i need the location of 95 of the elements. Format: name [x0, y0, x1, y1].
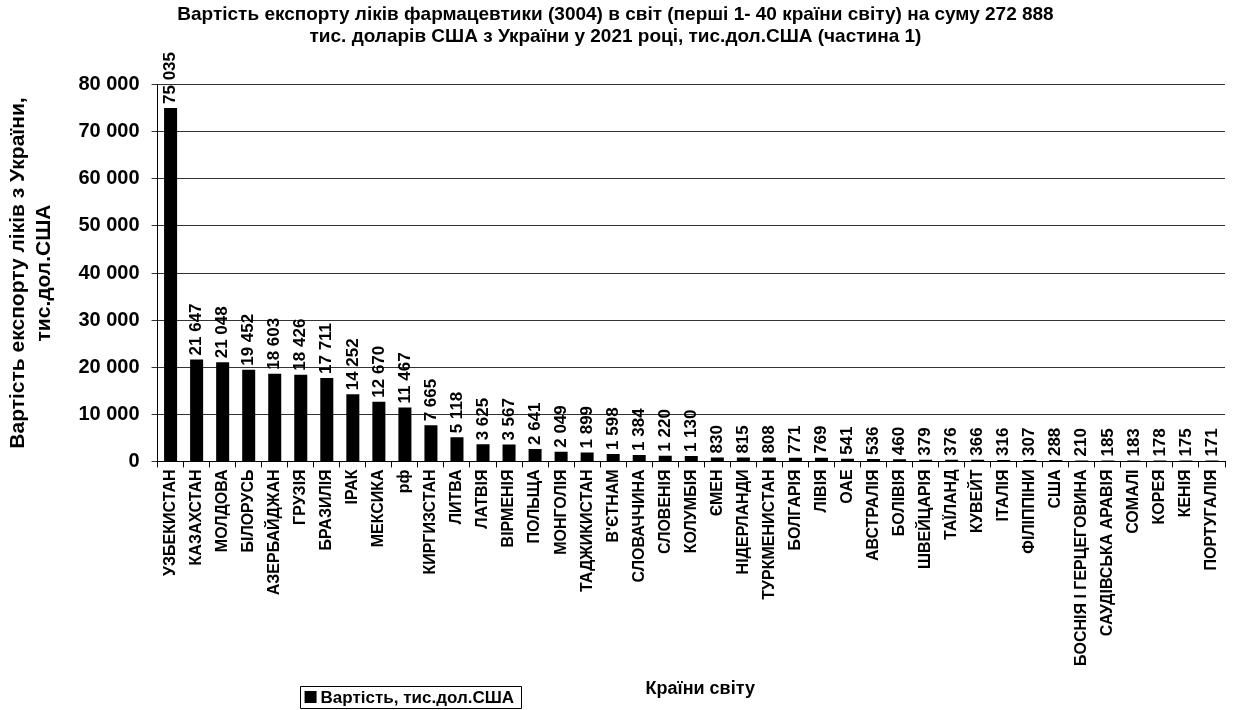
chart-title: Вартість експорту ліків фармацевтики (3004) в світ (перші 1- 40 країни світу) на суму 272 888 тис. доларів США з України у 2021 році, тис.дол.США (частина 1)	[177, 2, 1054, 47]
x-tick-label: ВІРМЕНІЯ	[499, 469, 517, 548]
x-tick-label: ФІЛІППІНИ	[1020, 469, 1038, 554]
x-tick-label: БРАЗИЛІЯ	[317, 469, 335, 551]
x-tick-label: КЕНІЯ	[1176, 469, 1194, 518]
data-label: 3 567	[498, 398, 518, 441]
data-label: 178	[1149, 428, 1169, 457]
data-label: 808	[759, 425, 779, 454]
data-label: 830	[707, 425, 727, 454]
x-tick-label: АВСТРАЛІЯ	[863, 469, 881, 562]
x-tick-label: ЛИТВА	[447, 468, 465, 525]
x-tick-label: КАЗАХСТАН	[187, 469, 205, 566]
data-label: 815	[733, 425, 753, 454]
y-tick-label: 50 000	[78, 213, 140, 236]
y-tick-label: 70 000	[78, 119, 140, 142]
y-tick-label: 40 000	[78, 260, 140, 283]
data-label: 75 035	[160, 51, 180, 104]
y-tick-label: 60 000	[78, 166, 140, 189]
data-label: 379	[915, 427, 935, 456]
x-tick-label: ТАЇЛАНД	[942, 468, 960, 540]
x-tick-label: УЗБЕКИСТАН	[161, 469, 178, 576]
data-label: 1 130	[680, 409, 700, 453]
data-label: 175	[1175, 428, 1195, 457]
x-tick-label: БОСНІЯ І ГЕРЦЕГОВИНА	[1072, 468, 1090, 666]
x-tick-label: ШВЕЙЦАРІЯ	[915, 469, 934, 570]
x-tick-label: ТАДЖИКИСТАН	[577, 469, 595, 592]
data-label: 18 426	[290, 318, 310, 371]
x-tick-label: БОЛІВІЯ	[889, 469, 907, 537]
x-tick-label: ПОРТУГАЛІЯ	[1202, 469, 1220, 571]
x-tick-label: ГРУЗІЯ	[291, 469, 309, 525]
x-tick-label: БІЛОРУСЬ	[239, 469, 257, 553]
data-label: 210	[1071, 428, 1091, 457]
x-tick-label: БОЛГАРІЯ	[785, 469, 803, 551]
data-label: 769	[811, 425, 831, 454]
y-tick-label: 10 000	[78, 401, 140, 424]
data-label: 316	[993, 427, 1013, 456]
x-tick-label: ТУРКМЕНИСТАН	[759, 469, 777, 600]
x-tick-label: ОАЕ	[837, 469, 855, 504]
data-label: 5 118	[446, 391, 466, 434]
data-label: 7 665	[420, 378, 440, 422]
data-label: 536	[863, 426, 883, 455]
x-tick-label: ІРАК	[343, 469, 361, 505]
legend-label: Вартість, тис.дол.США	[320, 687, 515, 707]
y-tick-label: 20 000	[78, 354, 140, 377]
data-label: 376	[941, 427, 961, 456]
data-label: 19 452	[238, 313, 258, 366]
x-tick-label: СОМАЛІ	[1124, 469, 1142, 534]
data-label: 307	[1019, 427, 1039, 456]
x-tick-label: ПОЛЬЩА	[525, 468, 543, 544]
data-label: 14 252	[342, 338, 362, 391]
x-tick-label: ЛІВІЯ	[811, 469, 829, 513]
data-label: 1 899	[576, 405, 596, 449]
x-tick-label: КУВЕЙТ	[967, 469, 986, 534]
data-label: 1 598	[602, 407, 622, 450]
data-label: 1 384	[628, 407, 648, 451]
data-label: 366	[967, 427, 987, 456]
x-tick-label: МЕКСИКА	[369, 468, 387, 548]
x-tick-label: СЛОВЕНІЯ	[655, 469, 673, 554]
x-tick-label: СЛОВАЧЧИНА	[629, 468, 647, 583]
data-label: 288	[1045, 427, 1065, 457]
data-label: 1 220	[654, 409, 674, 452]
y-tick-label: 30 000	[78, 307, 140, 330]
x-tick-label: США	[1046, 468, 1064, 509]
data-label: 21 647	[186, 303, 206, 356]
data-label: 185	[1097, 428, 1117, 457]
x-tick-label: ІТАЛІЯ	[994, 469, 1012, 522]
data-label: 3 625	[472, 397, 492, 441]
data-label: 2 641	[524, 402, 544, 445]
x-tick-label: САУДІВСЬКА АРАВІЯ	[1098, 469, 1116, 637]
x-tick-label: КОЛУМБІЯ	[681, 469, 699, 554]
data-label: 183	[1123, 428, 1143, 457]
x-tick-label: КИРГИЗСТАН	[421, 469, 439, 575]
x-tick-label: НІДЕРЛАНДИ	[733, 469, 751, 575]
y-axis-title: Вартість експорту ліків з України, тис.дол.США	[5, 97, 54, 449]
x-tick-label: КОРЕЯ	[1150, 469, 1168, 525]
y-tick-label: 80 000	[78, 72, 140, 95]
data-label: 17 711	[316, 322, 336, 374]
data-label: 2 049	[550, 405, 570, 448]
x-tick-label: рф	[395, 469, 413, 494]
data-label: 18 603	[264, 317, 284, 370]
data-label: 11 467	[394, 352, 414, 404]
data-label: 771	[785, 425, 805, 454]
data-label: 171	[1201, 428, 1221, 457]
y-tick-label: 0	[128, 448, 140, 471]
x-tick-label: ЄМЕН	[707, 469, 725, 517]
data-label: 21 048	[212, 306, 232, 359]
x-tick-label: МОНГОЛІЯ	[551, 469, 569, 555]
data-label: 460	[889, 426, 909, 456]
data-label: 12 670	[368, 345, 388, 398]
x-tick-label: ЛАТВІЯ	[473, 469, 491, 529]
x-tick-label: АЗЕРБАЙДЖАН	[264, 469, 283, 596]
x-tick-label: МОЛДОВА	[213, 468, 231, 553]
data-label: 541	[837, 426, 857, 455]
x-axis-title: Країни світу	[645, 677, 755, 698]
x-tick-label: В'ЄТНАМ	[603, 469, 621, 543]
